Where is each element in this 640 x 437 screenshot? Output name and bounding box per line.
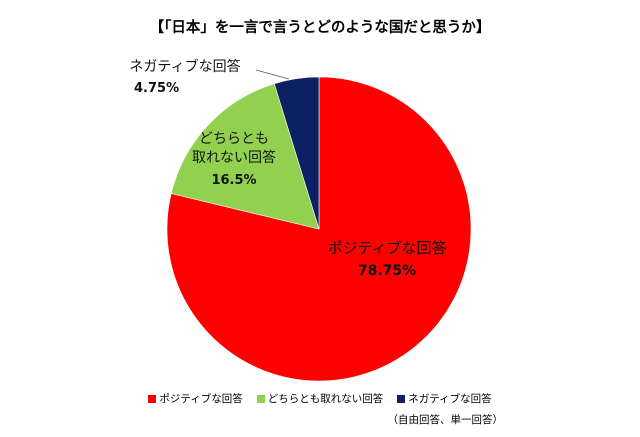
label-positive-name: ポジティブな回答 bbox=[327, 239, 447, 257]
legend-label-neutral: どちらとも取れない回答 bbox=[267, 393, 384, 405]
label-neutral: どちらとも 取れない回答 16.5% bbox=[174, 130, 294, 190]
pie-slice-negative bbox=[273, 76, 320, 230]
label-positive: ポジティブな回答 78.75% bbox=[312, 239, 462, 281]
survey-note: （自由回答、単一回答） bbox=[387, 414, 504, 426]
legend-item-positive: ポジティブな回答 bbox=[148, 391, 243, 406]
pie-slices bbox=[166, 76, 472, 382]
legend: ポジティブな回答 どちらとも取れない回答 ネガティブな回答 bbox=[0, 391, 640, 406]
legend-label-positive: ポジティブな回答 bbox=[159, 393, 243, 405]
chart-title: 【「日本」を一言で言うとどのような国だと思うか】 bbox=[149, 20, 491, 36]
label-negative: ネガティブな回答 4.75% bbox=[110, 58, 260, 98]
legend-swatch-neutral bbox=[256, 394, 265, 403]
label-neutral-line1: どちらとも bbox=[199, 131, 269, 147]
leader-line bbox=[255, 69, 290, 80]
label-neutral-line2: 取れない回答 bbox=[192, 150, 276, 166]
legend-swatch-positive bbox=[148, 394, 157, 403]
label-negative-name: ネガティブな回答 bbox=[129, 59, 241, 75]
pie-slice-neutral bbox=[170, 83, 320, 230]
label-negative-value: 4.75% bbox=[134, 81, 180, 96]
legend-swatch-negative bbox=[397, 394, 406, 403]
legend-item-negative: ネガティブな回答 bbox=[397, 391, 492, 406]
legend-item-neutral: どちらとも取れない回答 bbox=[256, 391, 384, 406]
label-neutral-value: 16.5% bbox=[211, 173, 257, 188]
label-positive-value: 78.75% bbox=[357, 263, 417, 279]
legend-label-negative: ネガティブな回答 bbox=[408, 393, 492, 405]
